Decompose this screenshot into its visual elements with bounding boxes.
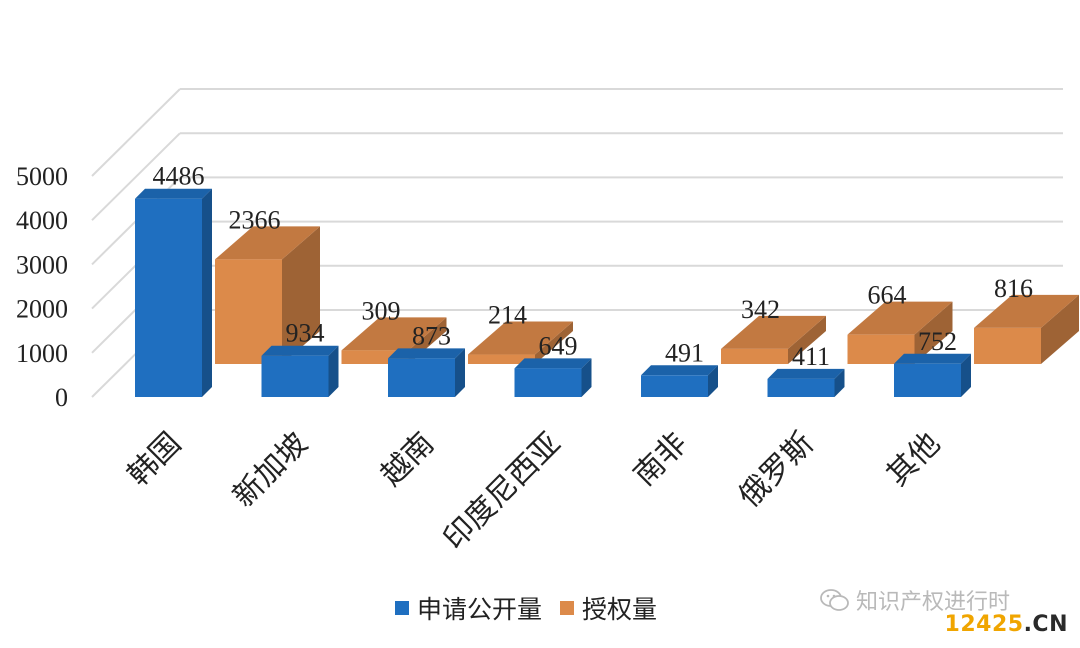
bar-grants-top	[721, 315, 826, 349]
legend-item-grants[interactable]: 授权量	[560, 590, 657, 626]
bar-applications	[135, 198, 202, 397]
bar-applications-side	[961, 353, 971, 397]
bar-grants-top	[847, 301, 953, 335]
data-label-applications: 873	[412, 321, 451, 350]
bar-grants-top	[341, 317, 447, 351]
legend-swatch-applications	[395, 601, 409, 615]
bar-applications	[388, 358, 455, 397]
bar-applications-top	[514, 358, 592, 369]
watermark: 知识产权进行时	[820, 584, 1010, 616]
bar-applications-top	[388, 348, 465, 359]
bar-applications-top	[641, 365, 718, 376]
bar-applications-top	[261, 345, 339, 356]
bar-grants-side	[788, 315, 826, 364]
site-logo: 12425.CN	[945, 612, 1068, 637]
bar-applications-side	[708, 365, 718, 397]
bar-applications	[767, 378, 835, 397]
bar-grants	[721, 348, 788, 364]
site-logo-number: 12425	[944, 612, 1024, 637]
bar-applications-side	[328, 345, 339, 397]
bar-applications	[894, 363, 961, 397]
bar-grants-top	[215, 226, 320, 260]
bar-applications	[261, 355, 329, 397]
bar-applications-side	[581, 358, 592, 397]
x-tick-label: 新加坡	[226, 426, 314, 514]
legend-swatch-grants	[560, 601, 575, 615]
bar-applications-side	[202, 188, 212, 397]
data-label-applications: 752	[918, 327, 957, 356]
gridline-diagonal	[91, 132, 181, 221]
bar-applications-top	[894, 353, 971, 364]
data-label-grants: 214	[488, 301, 527, 330]
bar-grants	[468, 354, 535, 364]
data-label-applications: 491	[665, 338, 704, 367]
bar-applications	[514, 368, 582, 397]
y-tick-label: 2000	[16, 295, 68, 324]
data-label-applications: 649	[539, 331, 578, 360]
bar-grants-side	[535, 321, 573, 364]
bar-applications	[641, 375, 708, 397]
x-tick-label: 俄罗斯	[732, 426, 820, 514]
bar-applications-side	[834, 368, 845, 397]
data-label-grants: 664	[868, 281, 907, 310]
legend-label-grants: 授权量	[582, 595, 658, 624]
bar-grants-side	[1041, 294, 1079, 364]
data-label-grants: 816	[994, 274, 1033, 303]
data-label-grants: 342	[741, 295, 780, 324]
bar-grants-top	[468, 321, 573, 355]
legend: 申请公开量 授权量	[395, 590, 657, 626]
x-tick-label: 其他	[880, 426, 947, 493]
data-label-grants: 309	[362, 296, 401, 325]
wechat-icon	[820, 589, 849, 611]
bar-grants-side	[914, 301, 953, 364]
data-label-applications: 934	[286, 319, 325, 348]
data-label-applications: 411	[792, 342, 830, 371]
y-tick-label: 0	[55, 383, 68, 412]
data-label-grants: 2366	[229, 205, 281, 234]
legend-item-applications[interactable]: 申请公开量	[395, 590, 542, 626]
x-tick-label: 越南	[374, 426, 441, 493]
y-tick-label: 3000	[16, 250, 68, 279]
x-tick-label: 印度尼西亚	[437, 426, 568, 557]
y-tick-label: 4000	[16, 206, 68, 235]
bar-grants-top	[974, 294, 1079, 328]
bar-grants-side	[282, 226, 320, 364]
data-label-applications: 4486	[153, 162, 205, 191]
bar-applications-top	[767, 368, 845, 379]
bar-grants	[974, 327, 1041, 364]
gridline-diagonal	[91, 88, 181, 177]
y-tick-label: 1000	[16, 339, 68, 368]
x-tick-label: 南非	[627, 426, 694, 493]
legend-label-applications: 申请公开量	[417, 595, 543, 624]
site-logo-suffix: .CN	[1023, 612, 1068, 637]
bar-applications-side	[455, 348, 465, 397]
x-tick-label: 韩国	[121, 426, 188, 493]
watermark-text: 知识产权进行时	[856, 590, 1011, 615]
y-tick-label: 5000	[16, 162, 68, 191]
bar-applications-top	[135, 188, 212, 199]
